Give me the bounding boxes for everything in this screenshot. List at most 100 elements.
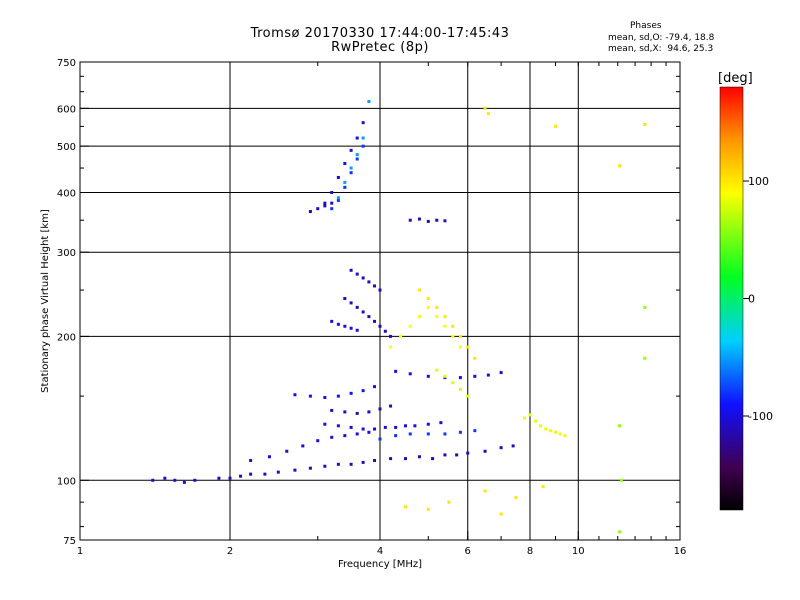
x-tick-label: 6 [465, 546, 471, 557]
data-point [378, 407, 382, 411]
data-point [619, 478, 623, 482]
data-point [426, 374, 430, 378]
data-point [618, 424, 622, 428]
data-point [383, 425, 387, 429]
data-point [618, 530, 622, 534]
y-tick-label: 500 [57, 142, 76, 153]
data-point [373, 319, 377, 323]
data-point [293, 468, 297, 472]
data-point [349, 148, 353, 152]
data-point [394, 434, 398, 438]
data-point [349, 171, 353, 175]
data-point [426, 297, 430, 301]
data-point [389, 457, 393, 461]
data-point [451, 324, 455, 328]
data-point [355, 153, 359, 157]
data-point [361, 276, 365, 280]
data-point [473, 356, 477, 360]
y-tick-label: 200 [57, 332, 76, 343]
data-point [458, 376, 462, 380]
data-point [276, 470, 280, 474]
data-point [408, 324, 412, 328]
data-point [267, 455, 271, 459]
colorbar-tick-label: -100 [748, 410, 773, 423]
data-point [343, 410, 347, 414]
y-tick-label: 400 [57, 188, 76, 199]
data-point [466, 345, 470, 349]
phases-heading: Phases [630, 21, 662, 31]
data-point [435, 305, 439, 309]
data-point [389, 334, 393, 338]
y-tick-label: 600 [57, 104, 76, 115]
data-point [553, 124, 557, 128]
data-point [483, 489, 487, 493]
data-point [323, 201, 327, 205]
data-point [383, 329, 387, 333]
data-point [361, 427, 365, 431]
data-point [349, 268, 353, 272]
data-point [343, 180, 347, 184]
data-point [394, 369, 398, 373]
data-point [349, 166, 353, 170]
data-point [330, 319, 334, 323]
data-point [378, 324, 382, 328]
data-point [301, 444, 305, 448]
data-point [308, 210, 312, 214]
data-point [389, 404, 393, 408]
data-point [293, 393, 297, 397]
data-point [417, 315, 421, 319]
data-point [403, 424, 407, 428]
data-point [361, 460, 365, 464]
data-point [355, 305, 359, 309]
data-point [367, 100, 371, 104]
x-tick-label: 1 [77, 546, 83, 557]
data-point [435, 368, 439, 372]
data-point [330, 435, 334, 439]
data-point [349, 391, 353, 395]
data-point [563, 434, 567, 438]
data-point [355, 411, 359, 415]
y-tick-label: 750 [57, 58, 76, 69]
y-axis-label: Stationary phase Virtual Height [km] [40, 209, 51, 393]
data-point [263, 472, 267, 476]
data-point [511, 444, 515, 448]
data-point [426, 432, 430, 436]
data-point [151, 478, 155, 482]
data-point [367, 430, 371, 434]
data-point [361, 121, 365, 125]
data-point [343, 185, 347, 189]
data-point [486, 373, 490, 377]
data-point [373, 284, 377, 288]
data-point [643, 123, 647, 127]
data-point [466, 394, 470, 398]
data-point [323, 464, 327, 468]
data-point [308, 394, 312, 398]
data-point [349, 462, 353, 466]
x-tick-label: 10 [572, 546, 585, 557]
data-point [426, 305, 430, 309]
data-point [308, 466, 312, 470]
data-point [483, 449, 487, 453]
data-point [336, 196, 340, 200]
data-point [451, 334, 455, 338]
data-point [439, 421, 443, 425]
data-point [355, 136, 359, 140]
y-tick-label: 100 [57, 476, 76, 487]
data-point [378, 288, 382, 292]
y-tick-label: 300 [57, 248, 76, 259]
data-point [239, 474, 243, 478]
x-axis-label: Frequency [MHz] [338, 559, 422, 570]
data-point [249, 472, 253, 476]
data-point [544, 427, 548, 431]
data-point [413, 424, 417, 428]
data-point [389, 345, 393, 349]
data-point [336, 198, 340, 202]
data-point [336, 462, 340, 466]
data-point [431, 457, 435, 461]
data-point [316, 207, 320, 211]
data-point [361, 136, 365, 140]
chart-subtitle: RwPretec (8p) [331, 40, 429, 55]
data-point [426, 219, 430, 223]
x-tick-label: 16 [674, 546, 687, 557]
data-point [367, 280, 371, 284]
